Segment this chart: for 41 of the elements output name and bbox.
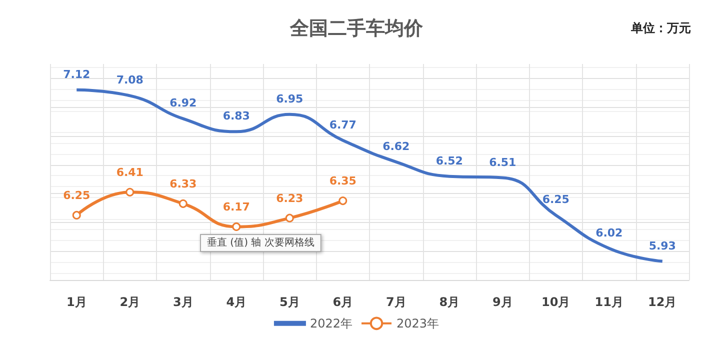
annotation: 垂直 (值) 轴 次要网格线 xyxy=(207,236,314,248)
x-tick-label: 5月 xyxy=(279,295,300,309)
data-label: 6.52 xyxy=(436,154,463,168)
data-label: 6.41 xyxy=(116,166,144,179)
x-tick-label: 4月 xyxy=(226,295,247,309)
data-label: 6.35 xyxy=(329,174,356,188)
text: 单位：万元 xyxy=(630,21,691,35)
data-label: 6.23 xyxy=(276,192,304,205)
data-label: 6.25 xyxy=(542,193,570,206)
x-tick-label: 9月 xyxy=(492,295,513,309)
x-tick-label: 8月 xyxy=(439,295,460,309)
point xyxy=(126,188,134,196)
data-label: 7.12 xyxy=(63,68,90,81)
data-label: 6.83 xyxy=(222,110,250,123)
chart-title: 全国二手车均价 xyxy=(289,18,424,40)
legend-label: 2022年 xyxy=(310,316,353,330)
point xyxy=(338,196,348,206)
data-label: 6.02 xyxy=(596,226,623,240)
data-label: 6.62 xyxy=(382,140,410,153)
point xyxy=(285,214,294,222)
x-tick-label: 12月 xyxy=(648,295,677,309)
x-tick-label: 10月 xyxy=(542,295,570,309)
point xyxy=(178,199,188,208)
data-label: 6.33 xyxy=(170,177,197,190)
legend-label: 2023年 xyxy=(396,316,440,330)
data-label: 6.77 xyxy=(329,118,356,132)
point xyxy=(72,210,81,220)
data-label: 6.25 xyxy=(63,188,90,202)
data-label: 6.92 xyxy=(170,96,197,110)
point xyxy=(232,222,241,231)
data-label: 6.95 xyxy=(276,92,304,106)
data-label: 7.08 xyxy=(116,74,144,87)
x-tick-label: 7月 xyxy=(386,295,406,309)
x-tick-label: 2月 xyxy=(120,295,140,309)
data-label: 5.93 xyxy=(648,239,676,252)
x-tick-label: 1月 xyxy=(66,295,87,309)
data-label: 6.51 xyxy=(489,156,516,169)
x-tick-label: 11月 xyxy=(594,295,624,309)
x-tick-label: 3月 xyxy=(172,295,194,309)
data-label: 6.17 xyxy=(222,200,250,214)
x-tick-label: 6月 xyxy=(332,295,354,309)
